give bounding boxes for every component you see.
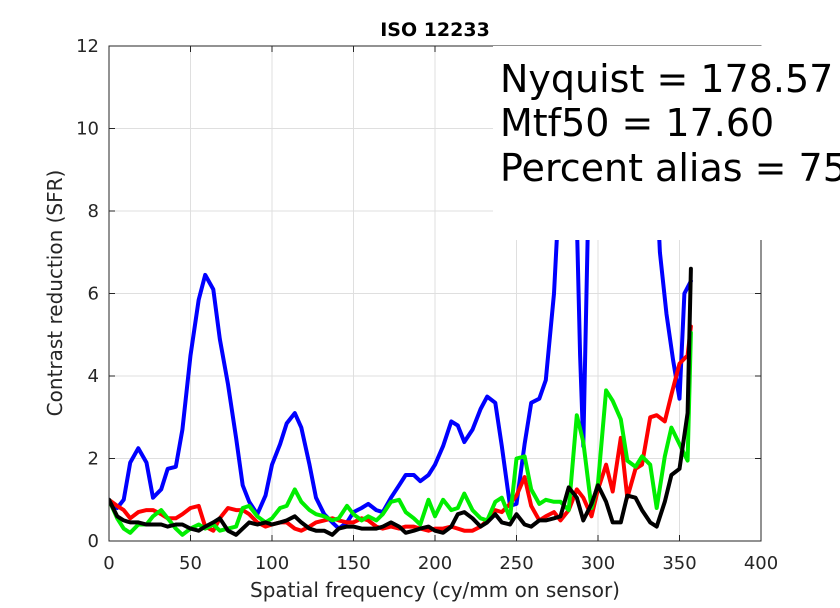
chart-title: ISO 12233 bbox=[380, 19, 490, 41]
x-tick-label: 250 bbox=[499, 553, 533, 574]
annotation-percent-alias: Percent alias = 75 bbox=[500, 146, 840, 190]
series-line-0 bbox=[109, 46, 693, 531]
y-tick-label: 6 bbox=[88, 284, 99, 305]
y-tick-label: 4 bbox=[88, 366, 99, 387]
annotation-mtf50: Mtf50 = 17.60 bbox=[500, 101, 774, 145]
x-tick-label: 350 bbox=[662, 553, 696, 574]
tick-labels: 0 50 100 150 200 250 300 350 400 0 2 4 6 8 10 12 bbox=[76, 36, 778, 574]
x-tick-label: 150 bbox=[336, 553, 370, 574]
x-tick-label: 200 bbox=[418, 553, 452, 574]
y-tick-label: 12 bbox=[76, 36, 99, 57]
series-line-3 bbox=[109, 266, 693, 537]
x-tick-label: 0 bbox=[103, 553, 114, 574]
y-tick-label: 10 bbox=[76, 119, 99, 140]
y-tick-label: 8 bbox=[88, 201, 99, 222]
x-axis-label: Spatial frequency (cy/mm on sensor) bbox=[250, 578, 620, 602]
y-axis-label: Contrast reduction (SFR) bbox=[43, 170, 67, 417]
y-tick-label: 2 bbox=[88, 449, 99, 470]
x-tick-label: 50 bbox=[179, 553, 202, 574]
y-tick-label: 0 bbox=[88, 531, 99, 552]
annotation-nyquist: Nyquist = 178.57 bbox=[500, 57, 833, 101]
x-tick-label: 300 bbox=[581, 553, 615, 574]
axes-box bbox=[108, 45, 762, 542]
series-layer bbox=[109, 46, 693, 537]
x-tick-label: 400 bbox=[744, 553, 778, 574]
annotation-background bbox=[493, 46, 840, 240]
x-tick-label: 100 bbox=[255, 553, 289, 574]
